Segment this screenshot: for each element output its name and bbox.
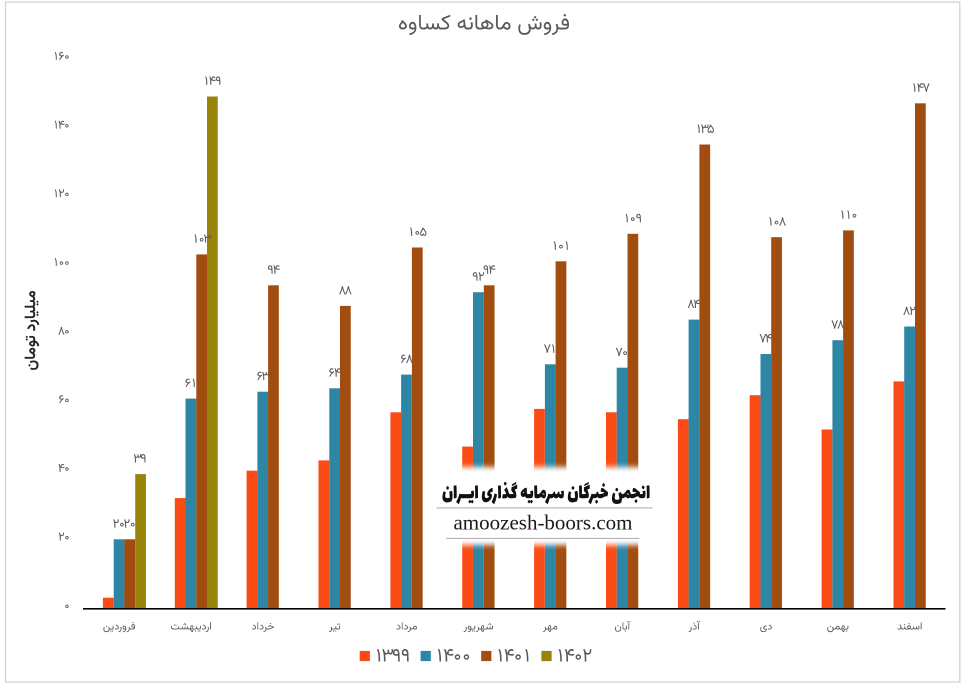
svg-text:amoozesh-boors.com: amoozesh-boors.com — [453, 511, 632, 535]
